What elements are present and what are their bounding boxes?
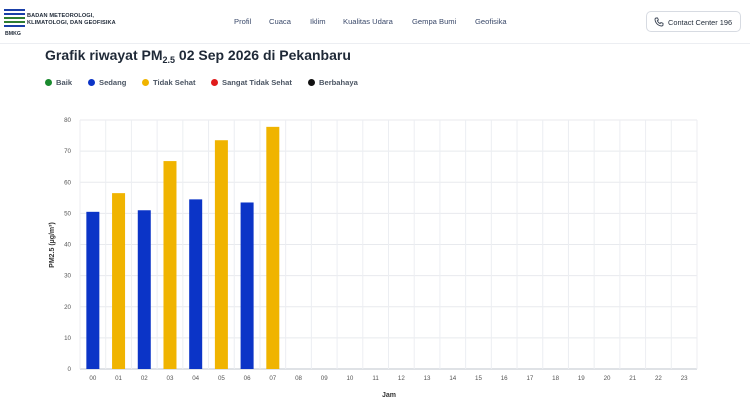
nav-geofisika[interactable]: Geofisika <box>475 17 507 26</box>
bar-hour-06[interactable] <box>240 202 254 369</box>
legend-label: Sangat Tidak Sehat <box>222 78 292 87</box>
legend-dot <box>142 79 149 86</box>
legend-dot <box>308 79 315 86</box>
y-tick-label: 10 <box>64 335 71 342</box>
x-tick-label: 17 <box>526 375 533 382</box>
legend-dot <box>88 79 95 86</box>
x-tick-label: 00 <box>89 375 96 382</box>
organization-name: BADAN METEOROLOGI, KLIMATOLOGI, DAN GEOF… <box>27 13 116 27</box>
x-tick-label: 22 <box>655 375 662 382</box>
x-tick-label: 03 <box>167 375 174 382</box>
x-tick-label: 16 <box>501 375 508 382</box>
y-tick-label: 30 <box>64 273 71 280</box>
bar-hour-00[interactable] <box>86 211 100 369</box>
x-tick-label: 08 <box>295 375 302 382</box>
x-tick-labels: 00 01 02 03 04 05 06 07 08 09 10 11 12 13 14 15 16 17 18 19… <box>89 375 688 382</box>
page-title: Grafik riwayat PM2.5 02 Sep 2026 di Peka… <box>45 47 351 65</box>
nav-iklim[interactable]: Iklim <box>310 17 326 26</box>
x-tick-label: 05 <box>218 375 225 382</box>
y-tick-label: 0 <box>68 366 72 373</box>
x-tick-label: 15 <box>475 375 482 382</box>
bar-hour-07[interactable] <box>266 126 280 369</box>
legend-label: Baik <box>56 78 73 87</box>
legend-dot <box>211 79 218 86</box>
y-tick-label: 50 <box>64 210 71 217</box>
org-line-2: KLIMATOLOGI, DAN GEOFISIKA <box>27 20 116 26</box>
title-suffix: 02 Sep 2026 di Pekanbaru <box>175 47 351 63</box>
nav-cuaca[interactable]: Cuaca <box>269 17 291 26</box>
y-tick-label: 20 <box>64 304 71 311</box>
x-tick-label: 07 <box>269 375 276 382</box>
bar-hour-04[interactable] <box>189 199 203 369</box>
x-tick-label: 01 <box>115 375 122 382</box>
x-tick-label: 11 <box>372 375 379 382</box>
legend-label: Sedang <box>99 78 127 87</box>
x-tick-label: 20 <box>604 375 611 382</box>
x-tick-label: 13 <box>424 375 431 382</box>
title-prefix: Grafik riwayat PM <box>45 47 163 63</box>
bmkg-logo-icon[interactable]: BMKG <box>3 7 27 37</box>
x-tick-label: 12 <box>398 375 405 382</box>
y-tick-label: 70 <box>64 148 71 155</box>
contact-center-button[interactable]: Contact Center 196 <box>646 11 741 32</box>
nav-profil[interactable]: Profil <box>234 17 252 26</box>
y-tick-label: 60 <box>64 179 71 186</box>
x-tick-label: 23 <box>681 375 688 382</box>
bar-hour-05[interactable] <box>214 140 228 369</box>
x-tick-label: 10 <box>346 375 353 382</box>
y-tick-label: 80 <box>64 117 71 124</box>
x-tick-label: 02 <box>141 375 148 382</box>
legend-dot <box>45 79 52 86</box>
logo-text: BMKG <box>5 31 21 37</box>
x-tick-label: 18 <box>552 375 559 382</box>
nav-gempa-bumi[interactable]: Gempa Bumi <box>412 17 457 26</box>
bar-hour-03[interactable] <box>163 161 177 369</box>
x-tick-label: 21 <box>629 375 636 382</box>
nav-kualitas-udara[interactable]: Kualitas Udara <box>343 17 393 26</box>
y-tick-labels: 0 10 20 30 40 50 60 70 80 <box>64 117 71 373</box>
y-tick-label: 40 <box>64 242 71 249</box>
x-tick-label: 04 <box>192 375 199 382</box>
x-tick-label: 09 <box>321 375 328 382</box>
site-header: BMKG BADAN METEOROLOGI, KLIMATOLOGI, DAN… <box>0 0 750 44</box>
x-tick-label: 19 <box>578 375 585 382</box>
contact-center-label: Contact Center 196 <box>668 18 733 27</box>
x-tick-label: 06 <box>244 375 251 382</box>
phone-icon <box>654 17 664 27</box>
y-axis-label: PM2.5 (µg/m³) <box>49 222 56 268</box>
legend-label: Tidak Sehat <box>153 78 196 87</box>
legend-label: Berbahaya <box>319 78 358 87</box>
x-tick-label: 14 <box>449 375 456 382</box>
org-line-1: BADAN METEOROLOGI, <box>27 13 95 19</box>
x-axis-label: Jam <box>382 392 396 399</box>
chart-bars <box>86 126 280 369</box>
title-subscript: 2.5 <box>162 55 176 65</box>
bar-hour-01[interactable] <box>112 193 126 369</box>
chart-grid <box>79 119 698 370</box>
bar-hour-02[interactable] <box>137 210 151 369</box>
